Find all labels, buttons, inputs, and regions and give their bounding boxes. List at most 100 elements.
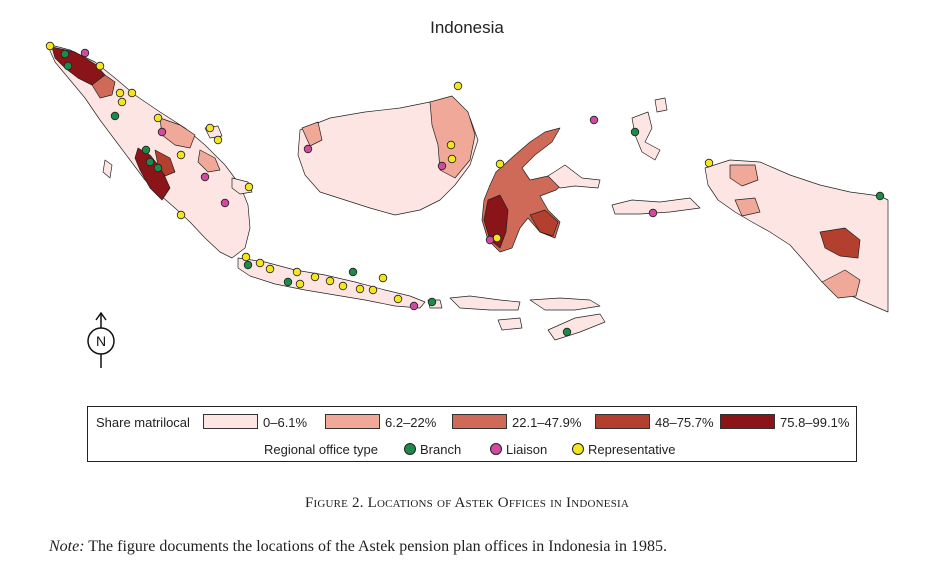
- seram-buru-islands: [611, 197, 701, 215]
- representative-office-marker: [368, 285, 378, 295]
- papua-central-region: [819, 227, 861, 259]
- representative-office-marker: [45, 41, 55, 51]
- papua-island: [704, 159, 889, 313]
- liaison-office-marker: [437, 161, 447, 171]
- legend-office-label: Regional office type: [264, 442, 378, 457]
- representative-office-marker: [244, 182, 254, 192]
- lombok-sumbawa-islands: [449, 295, 521, 311]
- branch-office-marker: [145, 157, 155, 167]
- representative-office-marker: [704, 158, 714, 168]
- sumba-island: [497, 317, 523, 331]
- indonesia-map: N: [45, 41, 889, 368]
- figure-caption: Figure 2. Locations of Astek Offices in …: [304, 495, 630, 511]
- representative-office-marker: [176, 210, 186, 220]
- representative-office-marker: [495, 159, 505, 169]
- representative-office-marker: [492, 233, 502, 243]
- representative-office-marker: [95, 61, 105, 71]
- sulawesi-southeast-region: [529, 209, 559, 237]
- sulawesi-north-region: [547, 164, 601, 189]
- legend-branch-label: Branch: [420, 442, 462, 457]
- branch-office-marker: [630, 127, 640, 137]
- sulawesi-south-region: [483, 194, 509, 249]
- figure-note: Note: The figure documents the locations…: [49, 538, 667, 556]
- liaison-office-marker: [220, 198, 230, 208]
- liaison-office-marker: [303, 144, 313, 154]
- liaison-office-marker: [409, 301, 419, 311]
- sumatra-west-region-2: [154, 149, 176, 177]
- branch-office-marker: [110, 111, 120, 121]
- liaison-office-markers: [80, 48, 658, 311]
- kalimantan-west-coast-region: [301, 121, 323, 147]
- representative-office-marker: [292, 267, 302, 277]
- legend-bin-label-1: 6.2–22%: [385, 415, 437, 430]
- legend-liaison-dot: [490, 443, 502, 455]
- legend-swatch-4: [720, 414, 775, 429]
- legend-representative-dot: [572, 443, 584, 455]
- branch-office-marker: [243, 260, 253, 270]
- map-title: Indonesia: [430, 18, 504, 37]
- liaison-office-marker: [80, 48, 90, 58]
- liaison-office-marker: [589, 115, 599, 125]
- kalimantan-east-region: [429, 95, 476, 179]
- legend-bin-label-4: 75.8–99.1%: [780, 415, 850, 430]
- legend-swatch-3: [595, 414, 650, 429]
- sumatra-jambi-region: [197, 149, 221, 173]
- representative-office-marker: [255, 258, 265, 268]
- north-arrow-icon: [87, 311, 115, 368]
- branch-office-marker: [63, 61, 73, 71]
- legend-liaison-label: Liaison: [506, 442, 548, 457]
- timor-island: [547, 313, 606, 341]
- halmahera-island: [631, 111, 661, 161]
- kalimantan-island: [297, 101, 479, 216]
- branch-office-marker: [60, 49, 70, 59]
- sumatra-west-region: [134, 147, 171, 201]
- representative-office-marker: [117, 97, 127, 107]
- representative-office-marker: [355, 284, 365, 294]
- legend-bin-label-0: 0–6.1%: [263, 415, 308, 430]
- papua-bird-head-region: [729, 164, 759, 187]
- representative-office-marker: [115, 88, 125, 98]
- legend-bin-label-2: 22.1–47.9%: [512, 415, 582, 430]
- legend-bin-label-3: 48–75.7%: [655, 415, 714, 430]
- representative-office-marker: [453, 81, 463, 91]
- representative-office-marker: [205, 123, 215, 133]
- note-label: Note:: [49, 538, 85, 555]
- flores-island: [529, 297, 601, 311]
- representative-office-marker: [447, 154, 457, 164]
- branch-office-marker: [283, 277, 293, 287]
- representative-office-marker: [265, 264, 275, 274]
- liaison-office-marker: [200, 172, 210, 182]
- representative-office-marker: [393, 294, 403, 304]
- liaison-office-marker: [157, 127, 167, 137]
- branch-office-marker: [427, 297, 437, 307]
- legend: Share matrilocal 0–6.1% 6.2–22% 22.1–47.…: [87, 406, 857, 462]
- maluku-small-islands: [654, 97, 668, 113]
- branch-office-marker: [562, 327, 572, 337]
- representative-office-marker: [213, 135, 223, 145]
- north-arrow-letter: N: [96, 333, 106, 349]
- papua-west-region: [734, 197, 761, 217]
- representative-office-marker: [325, 276, 335, 286]
- legend-swatch-1: [325, 414, 380, 429]
- representative-office-marker: [241, 252, 251, 262]
- branch-office-marker: [875, 191, 885, 201]
- representative-office-marker: [127, 88, 137, 98]
- legend-share-label: Share matrilocal: [96, 415, 190, 430]
- branch-office-marker: [348, 267, 358, 277]
- legend-swatch-0: [203, 414, 258, 429]
- representative-office-marker: [378, 273, 388, 283]
- liaison-office-marker: [648, 208, 658, 218]
- representative-office-marker: [153, 113, 163, 123]
- branch-office-marker: [153, 163, 163, 173]
- sumatra-north-region: [91, 74, 116, 99]
- liaison-office-marker: [485, 235, 495, 245]
- branch-office-markers: [60, 49, 885, 337]
- representative-office-marker: [295, 279, 305, 289]
- representative-office-markers: [45, 41, 714, 304]
- nias-island: [102, 159, 113, 179]
- papua-south-region: [821, 269, 861, 299]
- representative-office-marker: [338, 281, 348, 291]
- legend-swatch-2: [452, 414, 507, 429]
- branch-office-marker: [141, 145, 151, 155]
- representative-office-marker: [310, 272, 320, 282]
